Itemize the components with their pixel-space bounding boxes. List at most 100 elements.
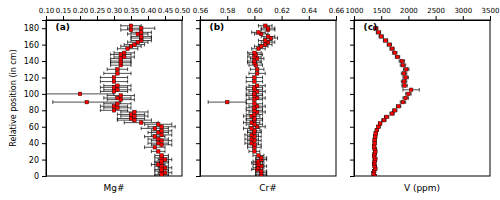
point	[133, 110, 137, 114]
y-tick-mark	[42, 160, 46, 161]
y-tick-mark	[350, 45, 354, 46]
point	[160, 168, 164, 172]
error-bar	[107, 67, 127, 71]
y-tick: 80	[29, 106, 46, 115]
error-bar	[373, 141, 376, 145]
point	[263, 39, 267, 43]
error-bar	[406, 92, 411, 96]
error-bar	[248, 143, 262, 147]
point	[257, 31, 261, 35]
point	[402, 72, 406, 76]
point	[404, 96, 408, 100]
x-tick-mark	[336, 16, 337, 20]
error-bar	[393, 109, 397, 113]
point	[139, 26, 143, 30]
error-bar	[53, 100, 121, 104]
y-tick: 160	[24, 41, 46, 50]
x-tick-mark	[254, 16, 255, 20]
point	[400, 59, 404, 63]
error-bar	[374, 132, 377, 136]
error-bar	[373, 138, 376, 142]
point	[396, 55, 400, 59]
point	[153, 145, 157, 149]
y-tick-mark	[42, 77, 46, 78]
point	[119, 57, 123, 61]
y-axis: 020406080100120140160180	[24, 21, 47, 182]
error-bar	[246, 102, 262, 106]
y-tick-mark	[350, 176, 354, 177]
point	[163, 171, 167, 175]
y-tick-mark	[196, 77, 200, 78]
point	[266, 35, 270, 39]
y-tick	[196, 110, 200, 111]
point	[160, 143, 164, 147]
point	[116, 102, 120, 106]
point	[119, 53, 123, 57]
point	[136, 40, 140, 44]
point	[253, 51, 257, 55]
y-tick-mark	[196, 110, 200, 111]
y-tick	[196, 28, 200, 29]
x-tick-mark	[227, 16, 228, 20]
point	[401, 63, 405, 67]
point	[116, 106, 120, 110]
x-tick: 1500	[373, 7, 391, 20]
y-tick-label: 120	[24, 74, 39, 83]
point	[116, 88, 120, 92]
error-bar	[114, 51, 134, 55]
x-tick: 0.56	[193, 7, 209, 20]
point	[116, 84, 120, 88]
error-bar	[208, 100, 246, 104]
x-tick: 0.66	[329, 7, 345, 20]
point	[116, 96, 120, 100]
error-bar	[401, 80, 406, 84]
x-tick-label: 0.60	[247, 7, 263, 15]
x-tick-label: 0.58	[220, 7, 236, 15]
y-tick-mark	[196, 176, 200, 177]
point	[129, 44, 133, 48]
point	[253, 102, 257, 106]
y-tick-mark	[42, 61, 46, 62]
y-tick: 100	[24, 90, 46, 99]
point	[259, 44, 263, 48]
y-tick-label: 80	[29, 106, 39, 115]
point	[390, 47, 394, 51]
y-axis-line	[42, 21, 47, 177]
y-tick-mark	[350, 110, 354, 111]
point	[401, 100, 405, 104]
point	[390, 112, 394, 116]
error-bar	[248, 51, 262, 55]
error-bar	[245, 133, 259, 137]
x-tick: 0.15	[56, 7, 72, 20]
error-bar	[124, 121, 158, 125]
point	[404, 76, 408, 80]
x-tick: 0.10	[39, 7, 55, 20]
point	[403, 84, 407, 88]
panel: 100015002000250030003500(c)V (ppm)	[346, 7, 500, 193]
x-tick-mark	[80, 16, 81, 20]
error-bar	[131, 31, 151, 35]
error-bar	[384, 115, 388, 119]
y-tick-mark	[42, 94, 46, 95]
y-tick-mark	[350, 61, 354, 62]
y-tick	[196, 61, 200, 62]
y-tick-label: 40	[29, 139, 39, 148]
point	[407, 92, 411, 96]
point	[112, 90, 116, 94]
error-bar	[100, 80, 127, 84]
y-tick	[350, 77, 354, 78]
error-bar	[395, 55, 399, 59]
point	[139, 35, 143, 39]
x-axis-title: Mg#	[103, 183, 124, 193]
panel-label: (c)	[364, 22, 378, 32]
y-tick: 60	[29, 123, 46, 132]
x-tick-mark	[354, 16, 355, 20]
y-tick	[196, 127, 200, 128]
y-tick-mark	[196, 61, 200, 62]
point	[253, 76, 257, 80]
x-tick-label: 0.35	[124, 7, 140, 15]
x-tick-mark	[408, 16, 409, 20]
y-tick-mark	[42, 110, 46, 111]
error-bar	[402, 84, 407, 88]
point	[78, 92, 82, 96]
